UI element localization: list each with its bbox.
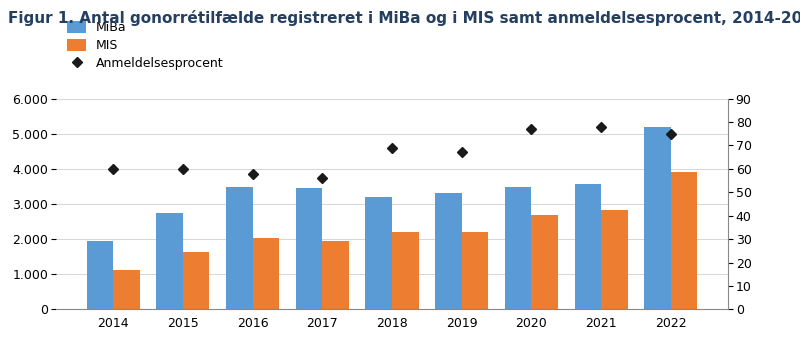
Anmeldelsesprocent <box>666 132 676 136</box>
Bar <box>322 241 349 309</box>
Bar <box>645 128 671 309</box>
Bar <box>435 193 462 309</box>
Line: Anmeldelsesprocent: Anmeldelsesprocent <box>110 123 674 182</box>
Bar <box>531 215 558 309</box>
Anmeldelsesprocent <box>318 176 327 180</box>
Anmeldelsesprocent <box>526 127 536 131</box>
Bar <box>574 184 602 309</box>
Bar <box>226 187 253 309</box>
Bar <box>505 187 531 309</box>
Bar <box>296 188 322 309</box>
Anmeldelsesprocent <box>457 150 466 154</box>
Bar <box>602 210 628 309</box>
Bar <box>113 270 139 309</box>
Legend: MiBa, MIS, Anmeldelsesprocent: MiBa, MIS, Anmeldelsesprocent <box>62 16 229 75</box>
Bar <box>462 232 488 309</box>
Text: Figur 1. Antal gonorrétilfælde registreret i MiBa og i MIS samt anmeldelsesproce: Figur 1. Antal gonorrétilfælde registrer… <box>8 10 800 26</box>
Bar <box>253 238 279 309</box>
Bar <box>182 252 210 309</box>
Anmeldelsesprocent <box>248 171 258 175</box>
Bar <box>156 213 182 309</box>
Bar <box>366 197 392 309</box>
Anmeldelsesprocent <box>108 167 118 171</box>
Bar <box>392 233 418 309</box>
Bar <box>86 241 113 309</box>
Bar <box>671 172 698 309</box>
Anmeldelsesprocent <box>178 167 187 171</box>
Anmeldelsesprocent <box>597 125 606 129</box>
Anmeldelsesprocent <box>387 146 397 150</box>
